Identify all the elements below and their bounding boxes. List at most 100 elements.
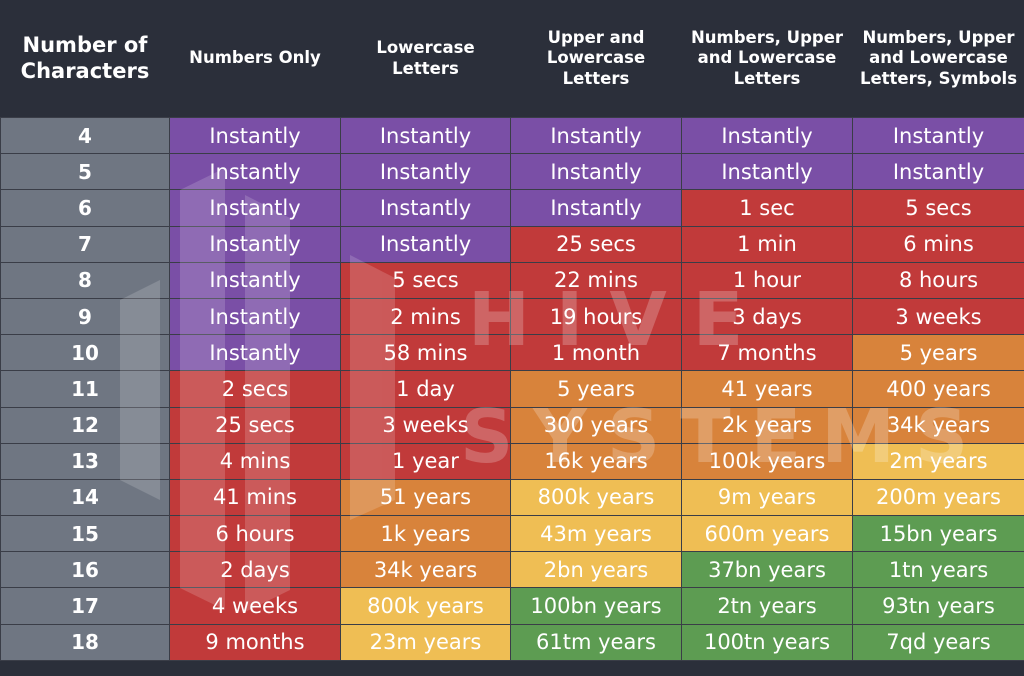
table-cell: 25 secs <box>510 225 682 263</box>
table-cell: 9 months <box>169 623 341 661</box>
header-text-line: Number of <box>22 32 148 57</box>
header-text-line: Lowercase <box>546 48 646 68</box>
row-character-count: 13 <box>0 442 170 480</box>
table-cell: 2 secs <box>169 370 341 408</box>
header-number-of-characters: Number of Characters <box>0 0 170 118</box>
table-cell: 2 mins <box>340 297 511 336</box>
table-cell: Instantly <box>852 116 1024 155</box>
table-cell: 9m years <box>681 478 853 517</box>
table-row: 11 2 secs 1 day 5 years 41 years 400 years <box>0 370 1024 408</box>
table-cell: Instantly <box>340 225 511 263</box>
table-row: 7 Instantly Instantly 25 secs 1 min 6 mins <box>0 225 1024 263</box>
table-cell: 7qd years <box>852 623 1024 661</box>
table-row: 8 Instantly 5 secs 22 mins 1 hour 8 hours <box>0 261 1024 299</box>
table-cell: 16k years <box>510 442 682 480</box>
table-row: 12 25 secs 3 weeks 300 years 2k years 34k yea… <box>0 406 1024 444</box>
header-text-line: Letters <box>733 68 801 88</box>
table-cell: 25 secs <box>169 406 341 444</box>
row-character-count: 15 <box>0 515 170 553</box>
row-character-count: 7 <box>0 225 170 263</box>
table-row: 6 Instantly Instantly Instantly 1 sec 5 secs <box>0 189 1024 227</box>
table-cell: 1 sec <box>681 189 853 227</box>
table-cell: 58 mins <box>340 334 511 372</box>
table-row: 15 6 hours 1k years 43m years 600m years 15bn… <box>0 515 1024 553</box>
table-cell: Instantly <box>340 116 511 155</box>
table-cell: 2k years <box>681 406 853 444</box>
header-text-line: and Lowercase <box>697 48 837 68</box>
table-cell: 3 days <box>681 297 853 336</box>
table-cell: 800k years <box>340 587 511 625</box>
table-cell: 6 mins <box>852 225 1024 263</box>
table-cell: 2m years <box>852 442 1024 480</box>
header-text-line: Numbers, Upper <box>690 28 844 48</box>
table-cell: 4 weeks <box>169 587 341 625</box>
row-character-count: 18 <box>0 623 170 661</box>
header-numbers-only: Numbers Only <box>169 0 341 118</box>
table-cell: 5 secs <box>340 261 511 299</box>
table-cell: 5 years <box>510 370 682 408</box>
row-character-count: 5 <box>0 153 170 191</box>
header-numbers-upper-lowercase-symbols: Numbers, Upper and Lowercase Letters, Symb… <box>852 0 1024 118</box>
table-cell: 41 mins <box>169 478 341 517</box>
table-cell: 5 secs <box>852 189 1024 227</box>
table-cell: 600m years <box>681 515 853 553</box>
header-numbers-upper-lowercase: Numbers, Upper and Lowercase Letters <box>681 0 853 118</box>
table-cell: Instantly <box>340 153 511 191</box>
table-cell: 1 hour <box>681 261 853 299</box>
table-cell: Instantly <box>681 116 853 155</box>
table-cell: 51 years <box>340 478 511 517</box>
table-row: 14 41 mins 51 years 800k years 9m years 200m … <box>0 478 1024 517</box>
table-cell: 1 year <box>340 442 511 480</box>
header-row: Number of Characters Numbers Only Lowerca… <box>0 0 1024 118</box>
table-cell: Instantly <box>510 116 682 155</box>
row-character-count: 10 <box>0 334 170 372</box>
table-cell: 22 mins <box>510 261 682 299</box>
table-row: 5 Instantly Instantly Instantly Instantly Ins… <box>0 153 1024 191</box>
table-cell: 1 month <box>510 334 682 372</box>
table-cell: Instantly <box>340 189 511 227</box>
table-cell: 15bn years <box>852 515 1024 553</box>
table-cell: 2 days <box>169 551 341 589</box>
table-cell: 1k years <box>340 515 511 553</box>
table-body: 4 Instantly Instantly Instantly Instantly Ins… <box>0 116 1024 661</box>
table-cell: 100k years <box>681 442 853 480</box>
table-cell: 400 years <box>852 370 1024 408</box>
table-cell: 1 min <box>681 225 853 263</box>
table-cell: Instantly <box>169 116 341 155</box>
table-cell: 1tn years <box>852 551 1024 589</box>
table-cell: 3 weeks <box>852 297 1024 336</box>
table-cell: 34k years <box>340 551 511 589</box>
table-cell: 3 weeks <box>340 406 511 444</box>
row-character-count: 8 <box>0 261 170 299</box>
table-row: 13 4 mins 1 year 16k years 100k years 2m year… <box>0 442 1024 480</box>
header-text-line: and Lowercase <box>869 48 1008 68</box>
row-character-count: 16 <box>0 551 170 589</box>
row-character-count: 11 <box>0 370 170 408</box>
header-text-line: Letters <box>392 58 459 78</box>
table-cell: 200m years <box>852 478 1024 517</box>
table-cell: 1 day <box>340 370 511 408</box>
row-character-count: 6 <box>0 189 170 227</box>
table-cell: Instantly <box>169 334 341 372</box>
table-cell: Instantly <box>510 189 682 227</box>
row-character-count: 4 <box>0 116 170 155</box>
table-cell: Instantly <box>169 225 341 263</box>
table-cell: 61tm years <box>510 623 682 661</box>
table-cell: Instantly <box>169 153 341 191</box>
header-lowercase-letters: Lowercase Letters <box>340 0 511 118</box>
table-cell: 5 years <box>852 334 1024 372</box>
chart-table: Number of Characters Numbers Only Lowerca… <box>0 0 1024 661</box>
table-cell: 8 hours <box>852 261 1024 299</box>
table-cell: 37bn years <box>681 551 853 589</box>
row-character-count: 9 <box>0 297 170 336</box>
table-cell: 19 hours <box>510 297 682 336</box>
table-cell: 4 mins <box>169 442 341 480</box>
table-cell: Instantly <box>169 189 341 227</box>
header-text-line: Characters <box>20 58 150 83</box>
table-cell: Instantly <box>510 153 682 191</box>
table-cell: 6 hours <box>169 515 341 553</box>
table-cell: 2tn years <box>681 587 853 625</box>
table-row: 4 Instantly Instantly Instantly Instantly Ins… <box>0 116 1024 155</box>
header-text-line: Letters <box>562 68 630 88</box>
table-row: 18 9 months 23m years 61tm years 100tn years… <box>0 623 1024 661</box>
